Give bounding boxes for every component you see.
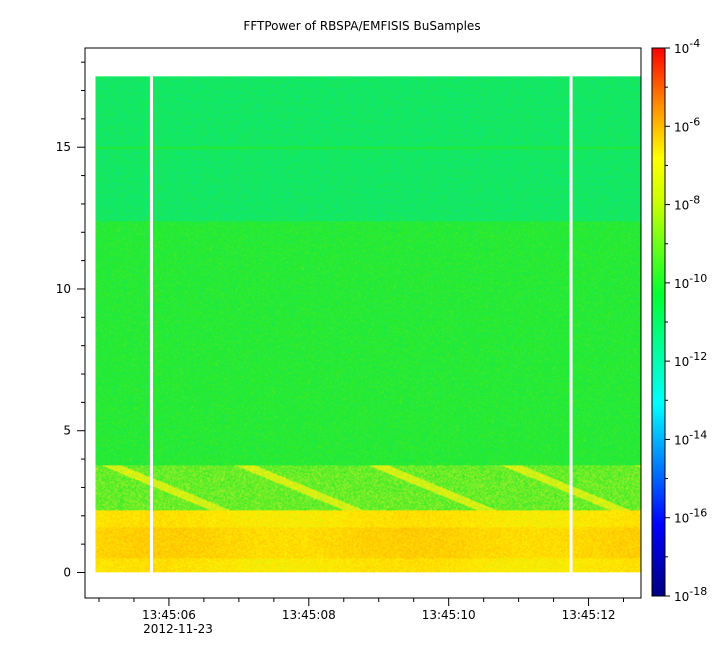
colorbar-tick-label: 10-6 xyxy=(674,115,700,134)
plot-area xyxy=(84,47,642,599)
colorbar-ticks: 10-4 10-6 10-8 10-10 10-12 10-14 10-16 10-18 xyxy=(665,37,707,604)
data-gap xyxy=(149,76,153,573)
colorbar-tick-label: 10-14 xyxy=(674,428,707,447)
y-axis-tick-label: 0 xyxy=(63,565,71,579)
data-gap xyxy=(569,76,573,573)
colorbar-tick-label: 10-18 xyxy=(674,585,707,604)
y-axis: 0 5 10 15 xyxy=(56,61,85,579)
y-axis-tick-label: 15 xyxy=(56,140,71,154)
y-axis-tick-label: 10 xyxy=(56,282,71,296)
spectrogram-heatmap xyxy=(95,76,642,573)
colorbar-tick-label: 10-16 xyxy=(674,507,707,526)
x-axis-tick-label: 13:45:12 xyxy=(562,608,616,622)
x-axis-tick-label: 13:45:10 xyxy=(422,608,476,622)
data-gaps xyxy=(149,76,573,573)
colorbar-gradient xyxy=(651,47,666,597)
x-axis-date-label: 2012-11-23 xyxy=(143,622,213,636)
colorbar-tick-label: 10-8 xyxy=(674,194,700,213)
colorbar: 10-4 10-6 10-8 10-10 10-12 10-14 10-16 10-18 xyxy=(651,37,707,604)
x-axis: 13:45:06 13:45:08 13:45:10 13:45:12 xyxy=(98,598,625,622)
colorbar-tick-label: 10-4 xyxy=(674,37,700,56)
x-axis-tick-label: 13:45:08 xyxy=(282,608,336,622)
colorbar-tick-label: 10-10 xyxy=(674,272,707,291)
x-axis-tick-label: 13:45:06 xyxy=(142,608,196,622)
heatmap-image xyxy=(95,76,642,573)
chart-title: FFTPower of RBSPA/EMFISIS BuSamples xyxy=(243,19,480,33)
y-axis-tick-label: 5 xyxy=(63,424,71,438)
colorbar-tick-label: 10-12 xyxy=(674,350,707,369)
plot-border xyxy=(84,47,642,599)
